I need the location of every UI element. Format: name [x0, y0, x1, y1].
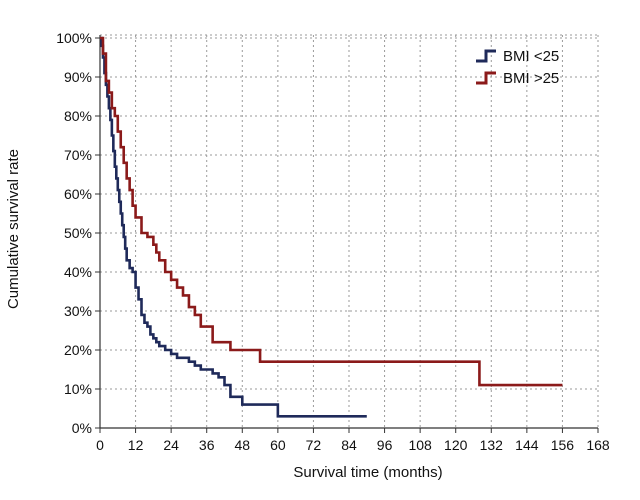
y-tick-label: 80% [64, 108, 92, 124]
legend-swatch-bmi-under-25 [476, 49, 496, 63]
x-tick-label: 12 [128, 437, 144, 453]
y-tick-label: 50% [64, 225, 92, 241]
x-tick-label: 144 [515, 437, 539, 453]
y-axis-title: Cumulative survival rate [5, 149, 22, 309]
y-tick-label: 10% [64, 381, 92, 397]
x-tick-label: 96 [377, 437, 393, 453]
x-tick-label: 36 [199, 437, 215, 453]
x-tick-label: 24 [163, 437, 179, 453]
legend-label-bmi-under-25: BMI <25 [503, 48, 559, 65]
legend: BMI <25 BMI >25 [476, 48, 559, 87]
y-tick-label: 100% [56, 30, 92, 46]
x-tick-label: 168 [586, 437, 610, 453]
x-tick-label: 132 [480, 437, 504, 453]
series-line-bmi-under-25 [100, 36, 367, 418]
series-line-bmi-over-25 [100, 36, 563, 387]
y-tick-label: 70% [64, 147, 92, 163]
y-tick-label: 90% [64, 69, 92, 85]
y-tick-label: 20% [64, 342, 92, 358]
x-tick-label: 84 [341, 437, 357, 453]
series-lines [100, 36, 563, 418]
y-tick-label: 60% [64, 186, 92, 202]
x-axis-title: Survival time (months) [293, 464, 442, 481]
legend-label-bmi-over-25: BMI >25 [503, 70, 559, 87]
axes [95, 35, 599, 433]
x-tick-label: 156 [551, 437, 575, 453]
y-tick-label: 40% [64, 264, 92, 280]
grid-lines [100, 34, 599, 429]
x-tick-label: 72 [306, 437, 322, 453]
x-tick-label: 0 [96, 437, 104, 453]
x-tick-label: 60 [270, 437, 286, 453]
x-tick-label: 108 [408, 437, 432, 453]
y-tick-label: 30% [64, 303, 92, 319]
x-tick-label: 120 [444, 437, 468, 453]
y-tick-label: 0% [72, 420, 92, 436]
x-tick-label: 48 [234, 437, 250, 453]
legend-swatch-bmi-over-25 [476, 71, 496, 85]
tick-labels: 0 12 24 36 48 60 72 84 96 108 120 132 144 156 168 0% 10%… [56, 30, 610, 453]
